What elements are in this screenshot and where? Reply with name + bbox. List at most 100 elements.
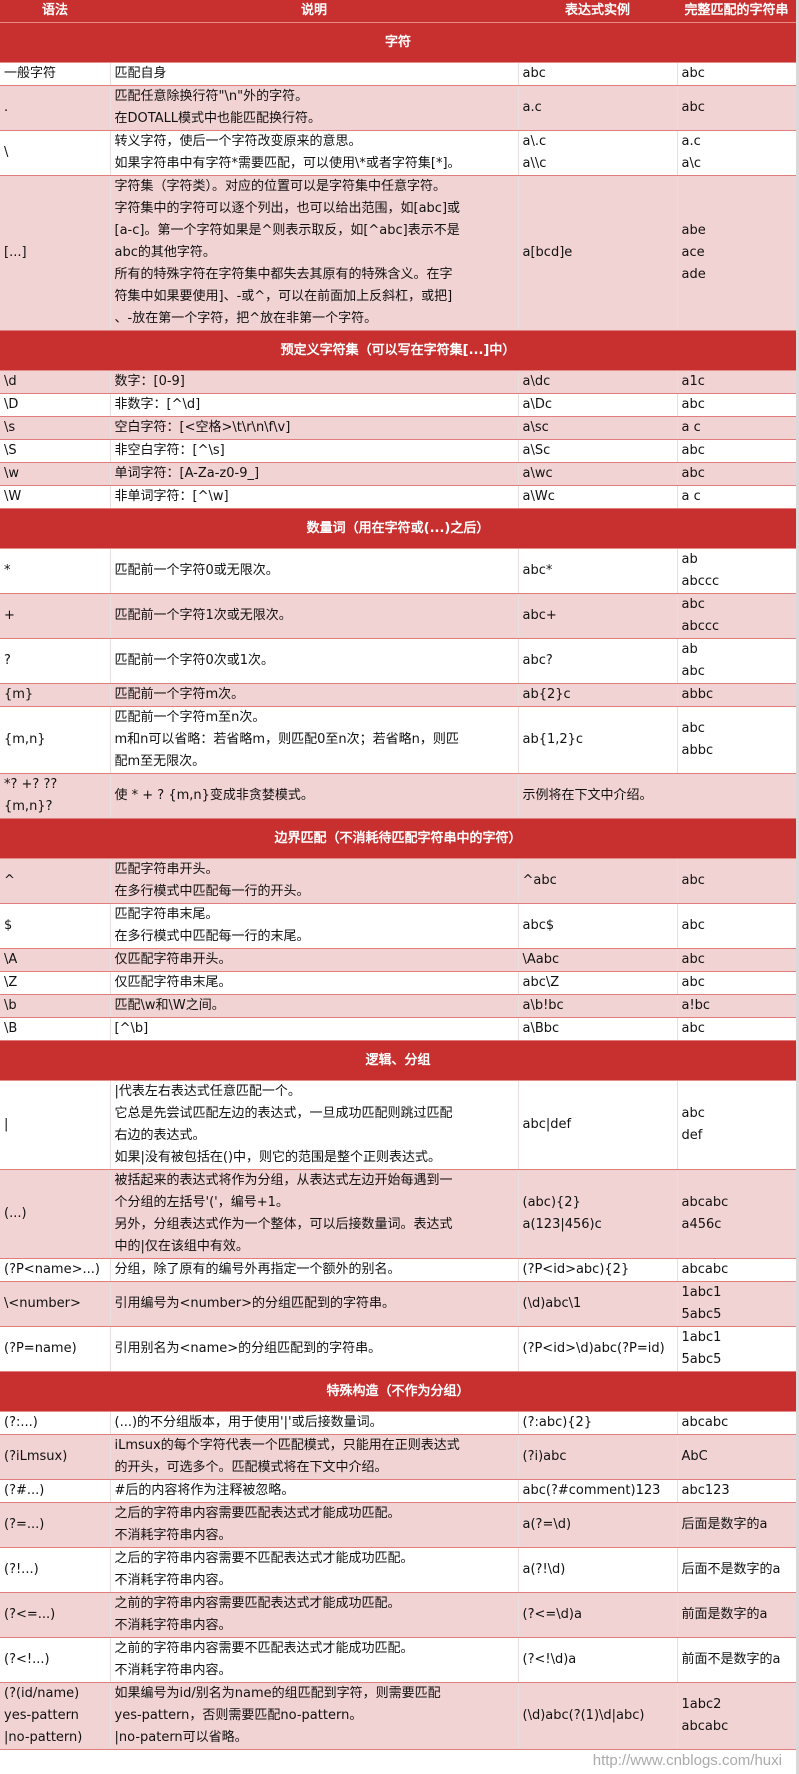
description-cell: #后的内容将作为注释被忽略。 [109,1479,518,1503]
example-cell: (?P<id>\d)abc(?P=id) [517,1326,677,1372]
description-cell: 仅匹配字符串末尾。 [109,971,518,995]
syntax-cell: (?<!...) [0,1637,110,1683]
syntax-cell: {m,n} [0,706,110,774]
section-header-row: 数量词（用在字符或(...)之后） [0,508,796,549]
description-cell: 匹配字符串开头。 在多行模式中匹配每一行的开头。 [109,858,518,904]
match-cell: abc [676,439,796,463]
example-cell: (?:abc){2} [517,1411,677,1435]
description-cell: 匹配自身 [109,62,518,86]
description-cell: 分组，除了原有的编号外再指定一个额外的别名。 [109,1258,518,1282]
syntax-cell: [...] [0,175,110,331]
table-row: {m} 匹配前一个字符m次。 ab{2}c abbc [0,683,796,707]
header-syntax: 语法 [0,0,110,23]
example-cell: a\Dc [517,393,677,417]
table-row: \Z 仅匹配字符串末尾。 abc\Z abc [0,971,796,995]
table-header-row: 语法 说明 表达式实例 完整匹配的字符串 [0,0,796,23]
table-row: \A 仅匹配字符串开头。 \Aabc abc [0,948,796,972]
syntax-cell: \b [0,994,110,1018]
match-cell: a!bc [676,994,796,1018]
section-header-row: 预定义字符集（可以写在字符集[...]中） [0,330,796,371]
description-cell: 匹配任意除换行符"\n"外的字符。 在DOTALL模式中也能匹配换行符。 [109,85,518,131]
table-row: ^ 匹配字符串开头。 在多行模式中匹配每一行的开头。 ^abc abc [0,858,796,904]
section-title: 边界匹配（不消耗待匹配字符串中的字符） [0,818,796,859]
match-cell: abc123 [676,1479,796,1503]
description-cell: 之前的字符串内容需要不匹配表达式才能成功匹配。 不消耗字符串内容。 [109,1637,518,1683]
match-cell: abbc [676,683,796,707]
example-cell: abc(?#comment)123 [517,1479,677,1503]
example-cell: (?<=\d)a [517,1592,677,1638]
example-cell: a\wc [517,462,677,486]
syntax-cell: | [0,1080,110,1170]
table-row: (?!...) 之后的字符串内容需要不匹配表达式才能成功匹配。 不消耗字符串内容。… [0,1547,796,1593]
syntax-cell: (?#...) [0,1479,110,1503]
example-cell: a\Wc [517,485,677,509]
header-full-match: 完整匹配的字符串 [677,0,796,23]
description-cell: 非空白字符：[^\s] [109,439,518,463]
example-cell: a\dc [517,370,677,394]
match-cell: a.c a\c [676,130,796,176]
watermark: http://www.cnblogs.com/huxi [592,1752,782,1769]
description-cell: 如果编号为id/别名为name的组匹配到字符，则需要匹配 yes-pattern… [109,1682,518,1750]
description-cell: 匹配字符串末尾。 在多行模式中匹配每一行的末尾。 [109,903,518,949]
description-cell: 使 * + ? {m,n}变成非贪婪模式。 [109,773,518,819]
example-cell: a(?!\d) [517,1547,677,1593]
description-cell: 匹配前一个字符m次。 [109,683,518,707]
table-row: \<number> 引用编号为<number>的分组匹配到的字符串。 (\d)abc… [0,1281,796,1327]
syntax-cell: (?:...) [0,1411,110,1435]
section-title: 特殊构造（不作为分组） [0,1371,796,1412]
example-cell: (abc){2} a(123|456)c [517,1169,677,1259]
syntax-cell: (?!...) [0,1547,110,1593]
description-cell: 转义字符，使后一个字符改变原来的意思。 如果字符串中有字符*需要匹配，可以使用\… [109,130,518,176]
example-cell: 示例将在下文中介绍。 [517,773,796,819]
syntax-cell: \Z [0,971,110,995]
description-cell: (...)的不分组版本，用于使用'|'或后接数量词。 [109,1411,518,1435]
table-row: $ 匹配字符串末尾。 在多行模式中匹配每一行的末尾。 abc$ abc [0,903,796,949]
syntax-cell: $ [0,903,110,949]
example-cell: ^abc [517,858,677,904]
table-row: . 匹配任意除换行符"\n"外的字符。 在DOTALL模式中也能匹配换行符。 a.c… [0,85,796,131]
example-cell: (?<!\d)a [517,1637,677,1683]
description-cell: 非数字：[^\d] [109,393,518,417]
match-cell: abc [676,462,796,486]
match-cell: a c [676,416,796,440]
match-cell: abcabc a456c [676,1169,796,1259]
description-cell: |代表左右表达式任意匹配一个。 它总是先尝试匹配左边的表达式，一旦成功匹配则跳过… [109,1080,518,1170]
syntax-cell: . [0,85,110,131]
match-cell: abc [676,971,796,995]
table-row: (?P=name) 引用别名为<name>的分组匹配到的字符串。 (?P<id>\d… [0,1326,796,1372]
example-cell: a\sc [517,416,677,440]
syntax-cell: 一般字符 [0,62,110,86]
syntax-cell: *? +? ?? {m,n}? [0,773,110,819]
table-row: (?:...) (...)的不分组版本，用于使用'|'或后接数量词。 (?:abc)… [0,1411,796,1435]
example-cell: a\.c a\\c [517,130,677,176]
example-cell: (\d)abc(?(1)\d|abc) [517,1682,677,1750]
table-row: + 匹配前一个字符1次或无限次。 abc+ abc abccc [0,593,796,639]
table-body: 字符 一般字符 匹配自身 abc abc. 匹配任意除换行符"\n"外的字符。 在DOTA… [0,22,796,1750]
section-header-row: 字符 [0,22,796,63]
syntax-cell: \W [0,485,110,509]
match-cell: 1abc1 5abc5 [676,1281,796,1327]
description-cell: 之后的字符串内容需要不匹配表达式才能成功匹配。 不消耗字符串内容。 [109,1547,518,1593]
match-cell: abc [676,903,796,949]
table-row: (?P<name>...) 分组，除了原有的编号外再指定一个额外的别名。 (?P<i… [0,1258,796,1282]
example-cell: a(?=\d) [517,1502,677,1548]
syntax-cell: ? [0,638,110,684]
syntax-cell: (...) [0,1169,110,1259]
description-cell: 之前的字符串内容需要匹配表达式才能成功匹配。 不消耗字符串内容。 [109,1592,518,1638]
table-row: {m,n} 匹配前一个字符m至n次。 m和n可以省略：若省略m，则匹配0至n次；若… [0,706,796,774]
match-cell: abc abccc [676,593,796,639]
description-cell: 引用别名为<name>的分组匹配到的字符串。 [109,1326,518,1372]
header-description: 说明 [110,0,518,23]
table-row: (?#...) #后的内容将作为注释被忽略。 abc(?#comment)123 ab… [0,1479,796,1503]
example-cell: a\b!bc [517,994,677,1018]
example-cell: \Aabc [517,948,677,972]
syntax-cell: \d [0,370,110,394]
match-cell: 前面不是数字的a [676,1637,796,1683]
description-cell: 仅匹配字符串开头。 [109,948,518,972]
example-cell: abc$ [517,903,677,949]
description-cell: 之后的字符串内容需要匹配表达式才能成功匹配。 不消耗字符串内容。 [109,1502,518,1548]
syntax-cell: \A [0,948,110,972]
description-cell: 空白字符：[<空格>\t\r\n\f\v] [109,416,518,440]
table-row: \D 非数字：[^\d] a\Dc abc [0,393,796,417]
